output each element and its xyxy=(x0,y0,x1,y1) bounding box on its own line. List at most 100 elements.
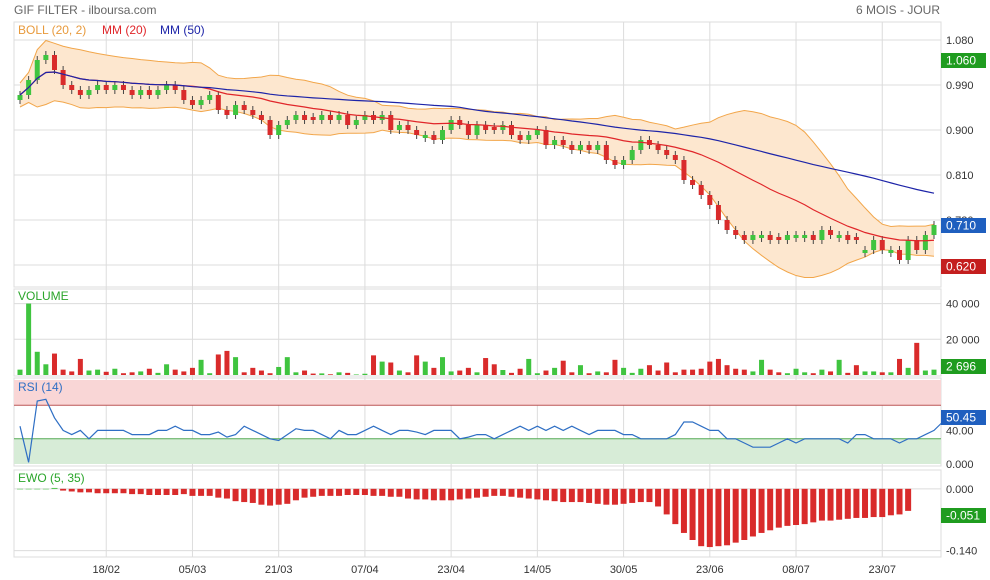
candle-body xyxy=(508,125,514,135)
candle-body xyxy=(198,100,204,105)
volume-bar xyxy=(258,370,264,375)
legend-volume: VOLUME xyxy=(18,289,69,303)
candle-body xyxy=(672,155,678,160)
ewo-bar xyxy=(180,488,187,495)
candle-body xyxy=(474,125,480,135)
bollinger-band xyxy=(19,39,935,279)
volume-bar xyxy=(353,374,359,375)
candle-body xyxy=(586,145,592,150)
ewo-bar xyxy=(456,488,463,500)
ewo-bar xyxy=(896,488,903,515)
rsi-y-tick: 0.000 xyxy=(946,459,974,471)
ewo-bar xyxy=(68,488,75,492)
ewo-bar xyxy=(206,488,213,496)
candle-body xyxy=(86,90,92,95)
volume-bar xyxy=(871,371,877,375)
ewo-bar xyxy=(758,488,765,533)
volume-bar xyxy=(327,374,333,375)
rsi-last-value: 50.45 xyxy=(946,411,976,425)
price-low-value: 0.620 xyxy=(946,260,976,274)
volume-bar xyxy=(526,358,532,375)
candle-body xyxy=(914,240,920,250)
ewo-bar xyxy=(793,488,800,525)
volume-bar xyxy=(534,373,540,375)
volume-bar xyxy=(276,366,282,375)
candle-body xyxy=(595,145,601,150)
ewo-bar xyxy=(862,488,869,518)
candle-body xyxy=(448,120,454,130)
candle-body xyxy=(405,125,411,130)
candlesticks xyxy=(17,51,937,264)
candle-body xyxy=(897,250,903,260)
chart-period: 6 MOIS - JOUR xyxy=(856,3,940,17)
volume-bar xyxy=(414,355,420,375)
legend-boll: BOLL (20, 2) xyxy=(18,23,86,37)
candle-body xyxy=(103,85,109,90)
chart-title: GIF FILTER - ilboursa.com xyxy=(14,3,156,17)
candle-body xyxy=(500,125,506,130)
candle-body xyxy=(345,115,351,125)
ewo-bar xyxy=(232,488,239,502)
volume-bar xyxy=(129,372,135,375)
candle-body xyxy=(784,235,790,240)
volume-bar xyxy=(345,372,351,375)
ewo-bar xyxy=(284,488,291,504)
candle-body xyxy=(327,115,333,120)
volume-bar xyxy=(517,368,523,375)
ewo-bar xyxy=(853,488,860,518)
volume-bar xyxy=(146,368,152,375)
volume-bar xyxy=(120,373,126,375)
volume-bar xyxy=(931,369,937,375)
ewo-bar xyxy=(465,488,472,499)
ewo-bar xyxy=(111,488,118,494)
volume-bar xyxy=(784,373,790,375)
candle-body xyxy=(836,235,842,238)
candle-body xyxy=(155,90,161,95)
candle-body xyxy=(17,95,23,100)
candle-body xyxy=(922,235,928,250)
price-last-value: 0.710 xyxy=(946,219,976,233)
x-tick-label: 07/04 xyxy=(351,564,379,576)
volume-bar xyxy=(560,360,566,375)
candle-body xyxy=(862,250,868,253)
price-y-tick: 0.900 xyxy=(946,125,974,137)
candle-body xyxy=(241,105,247,110)
candle-body xyxy=(43,55,49,60)
volume-y-tick: 20 000 xyxy=(946,334,980,346)
volume-bar xyxy=(922,370,928,375)
ewo-bar xyxy=(154,488,161,495)
ewo-y-tick: -0.140 xyxy=(946,546,977,558)
volume-bar xyxy=(293,372,299,375)
ewo-bar xyxy=(836,488,843,520)
ewo-bar xyxy=(430,488,437,501)
volume-bar xyxy=(396,370,402,375)
candle-body xyxy=(336,115,342,120)
ewo-bar xyxy=(413,488,420,500)
ewo-bar xyxy=(379,488,386,496)
ewo-bar xyxy=(637,488,644,503)
volume-bar xyxy=(914,342,920,375)
volume-bar xyxy=(793,368,799,375)
ewo-bar xyxy=(163,488,170,495)
rsi-line xyxy=(14,380,944,464)
ewo-bar xyxy=(448,488,455,501)
ewo-bar xyxy=(223,488,230,499)
candle-body xyxy=(388,115,394,130)
candle-body xyxy=(715,205,721,220)
candle-body xyxy=(362,115,368,120)
ewo-bar xyxy=(51,487,58,489)
x-tick-label: 23/04 xyxy=(437,564,465,576)
volume-bar xyxy=(250,367,256,375)
ewo-bar xyxy=(887,488,894,516)
ewo-bar xyxy=(767,488,774,531)
ewo-bar xyxy=(258,488,265,505)
ewo-bar xyxy=(879,488,886,518)
volume-bar xyxy=(845,372,851,375)
ewo-bar xyxy=(577,488,584,503)
volume-y-tick: 40 000 xyxy=(946,299,980,311)
ewo-bar xyxy=(85,488,92,493)
candle-body xyxy=(302,115,308,120)
volume-bar xyxy=(60,369,66,375)
candle-body xyxy=(95,85,101,90)
